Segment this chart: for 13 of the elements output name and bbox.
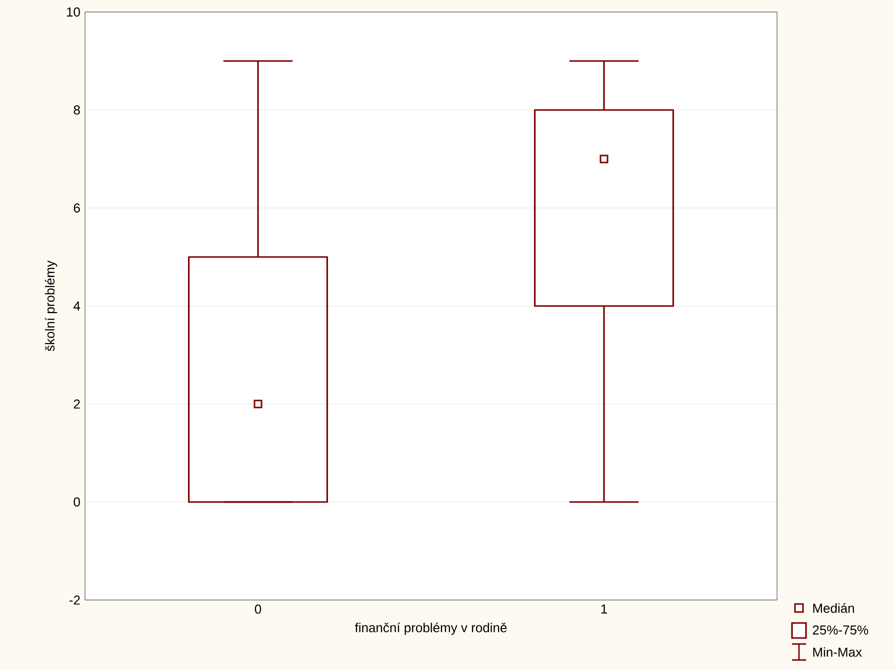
y-tick-label: 4 xyxy=(74,302,80,310)
y-tick-label: 0 xyxy=(74,497,80,507)
x-axis-title: finanční problémy v rodině xyxy=(354,622,507,635)
text: Min-Max xyxy=(813,647,862,657)
y-tick-label: 8 xyxy=(74,105,80,115)
text: Medián xyxy=(813,603,854,613)
y-axis-title: školní problémy xyxy=(44,260,58,352)
y-tick-label: 6 xyxy=(74,203,80,213)
y-tick-label: 2 xyxy=(74,399,80,409)
text: 25%-75% xyxy=(812,625,868,635)
y-tick-label: -2 xyxy=(69,595,80,605)
x-tick-label: 1 xyxy=(601,604,607,614)
y-tick-label: 10 xyxy=(66,7,80,17)
